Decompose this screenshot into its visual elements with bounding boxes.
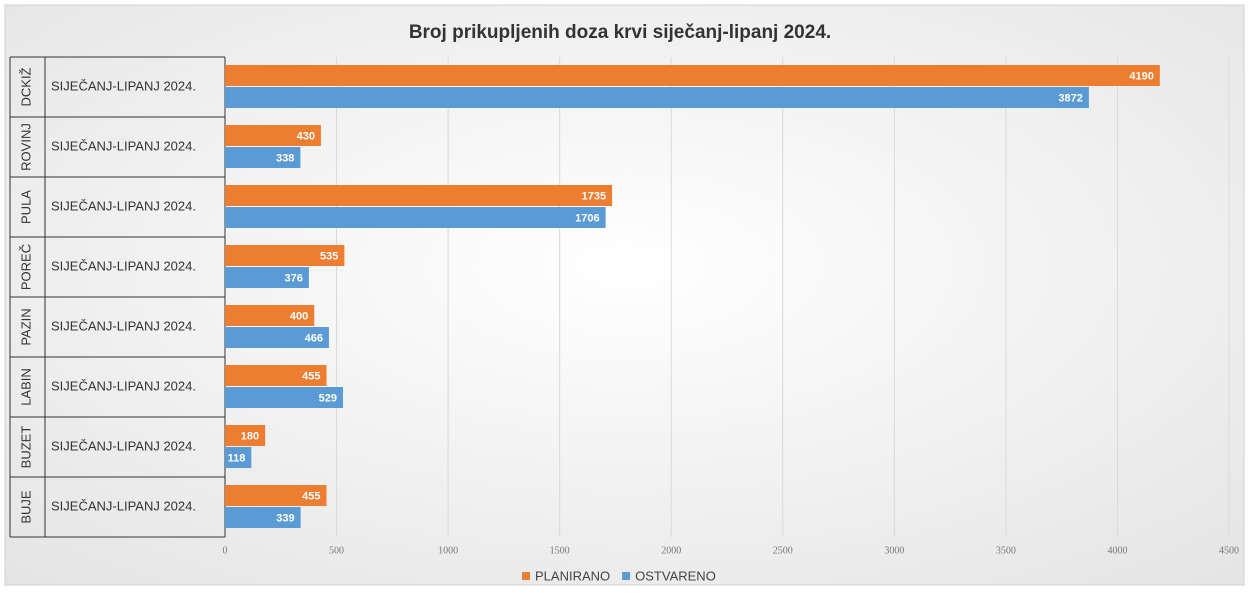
y-tick-label: SIJEČANJ-LIPANJ 2024.	[51, 138, 196, 153]
y-tick-label: SIJEČANJ-LIPANJ 2024.	[51, 378, 196, 393]
data-label: 339	[276, 512, 294, 524]
x-tick-label: 4000	[1107, 545, 1127, 556]
x-tick-label: 3000	[884, 545, 904, 556]
group-label: POREČ	[18, 244, 33, 290]
bar	[225, 305, 315, 326]
x-tick-label: 0	[223, 545, 228, 556]
legend-swatch	[522, 572, 530, 580]
bar	[225, 245, 345, 266]
x-tick-label: 2000	[661, 545, 681, 556]
y-tick-label: SIJEČANJ-LIPANJ 2024.	[51, 498, 196, 513]
bar	[225, 327, 329, 348]
data-label: 1706	[575, 212, 599, 224]
data-label: 338	[276, 152, 294, 164]
group-label: BUJE	[18, 490, 33, 524]
y-tick-label: SIJEČANJ-LIPANJ 2024.	[51, 318, 196, 333]
legend-label: PLANIRANO	[535, 568, 610, 583]
data-label: 3872	[1058, 92, 1082, 104]
group-label: DCKIŽ	[18, 67, 33, 106]
bar	[225, 267, 309, 288]
legend-swatch	[622, 572, 631, 580]
bar	[225, 365, 327, 386]
data-label: 535	[320, 250, 338, 262]
y-tick-label: SIJEČANJ-LIPANJ 2024.	[51, 198, 196, 213]
bar	[225, 185, 613, 206]
x-tick-label: 3500	[996, 545, 1016, 556]
bar	[225, 447, 252, 468]
x-tick-label: 500	[329, 545, 344, 556]
data-label: 4190	[1129, 70, 1153, 82]
data-label: 376	[285, 272, 303, 284]
data-label: 455	[302, 490, 320, 502]
data-label: 400	[290, 310, 308, 322]
bar	[225, 387, 344, 408]
bar	[225, 485, 327, 506]
y-tick-label: SIJEČANJ-LIPANJ 2024.	[51, 258, 196, 273]
legend-label: OSTVARENO	[635, 568, 716, 583]
group-label: PAZIN	[18, 308, 33, 345]
group-label: ROVINJ	[18, 123, 33, 171]
chart-title: Broj prikupljenih doza krvi siječanj-lip…	[409, 22, 831, 43]
bar	[225, 425, 266, 446]
data-label: 529	[319, 392, 337, 404]
group-label: LABIN	[18, 368, 33, 406]
bar	[225, 507, 301, 528]
data-label: 466	[305, 332, 323, 344]
bar	[225, 125, 321, 146]
y-tick-label: SIJEČANJ-LIPANJ 2024.	[51, 78, 196, 93]
x-tick-label: 1000	[438, 545, 458, 556]
group-label: BUZET	[18, 426, 33, 469]
data-label: 118	[228, 452, 246, 464]
data-label: 455	[302, 370, 320, 382]
bar	[225, 147, 301, 168]
group-label: PULA	[18, 190, 33, 224]
bar	[225, 87, 1089, 108]
bar	[225, 65, 1160, 86]
data-label: 1735	[582, 190, 606, 202]
data-label: 430	[297, 130, 315, 142]
x-tick-label: 1500	[550, 545, 570, 556]
x-tick-label: 4500	[1219, 545, 1239, 556]
bar	[225, 207, 606, 228]
data-label: 180	[241, 430, 259, 442]
y-tick-label: SIJEČANJ-LIPANJ 2024.	[51, 438, 196, 453]
x-tick-label: 2500	[773, 545, 793, 556]
